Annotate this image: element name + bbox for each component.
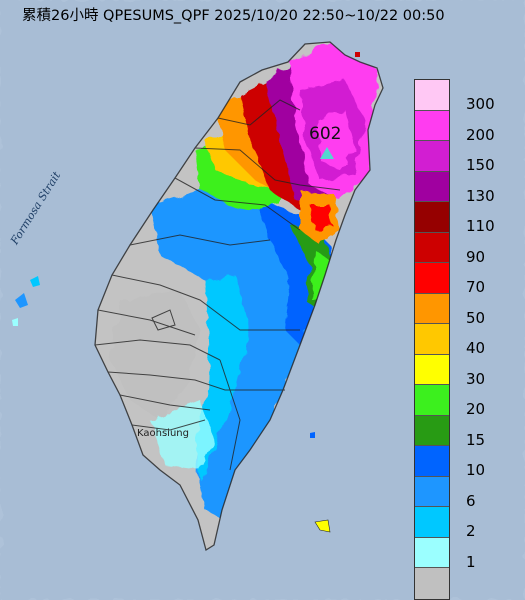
- legend-swatch: [415, 202, 449, 233]
- peak-value: 602: [309, 124, 342, 144]
- legend-swatch: [415, 507, 449, 538]
- legend-label: 2: [466, 522, 476, 540]
- legend-label: 1: [466, 552, 476, 571]
- legend-label: 15: [466, 430, 486, 449]
- legend-label: 30: [466, 369, 486, 388]
- legend-swatch: [415, 568, 449, 599]
- legend-label: 300: [466, 95, 495, 113]
- legend-label: 10: [466, 461, 486, 479]
- county-boundaries: [94, 41, 384, 552]
- legend-label: 110: [466, 217, 495, 235]
- legend-label: 200: [466, 125, 495, 144]
- legend-label: 50: [466, 308, 486, 327]
- legend-label: 6: [466, 491, 476, 510]
- legend-swatch: [415, 141, 449, 172]
- legend-swatch: [415, 324, 449, 355]
- peak-marker-icon: [320, 147, 334, 159]
- legend-label: 70: [466, 278, 486, 296]
- color-legend: [414, 79, 450, 600]
- legend-label: 130: [466, 186, 495, 205]
- legend-swatch: [415, 110, 449, 141]
- legend-swatch: [415, 171, 449, 202]
- legend-swatch: [415, 293, 449, 324]
- legend-swatch: [415, 263, 449, 294]
- map-title: 累積26小時 QPESUMS_QPF 2025/10/20 22:50~10/2…: [22, 8, 445, 24]
- legend-label: 20: [466, 400, 486, 418]
- legend-swatch: [415, 80, 449, 111]
- legend-label: 40: [466, 339, 486, 357]
- legend-swatch: [415, 385, 449, 416]
- offshore-islands: [12, 52, 360, 533]
- city-label: Kaohsiung: [137, 428, 189, 439]
- legend-label: 150: [466, 156, 495, 174]
- legend-swatch: [415, 476, 449, 507]
- legend-swatch: [415, 537, 449, 568]
- legend-swatch: [415, 232, 449, 263]
- legend-label: 90: [466, 247, 486, 266]
- legend-swatch: [415, 446, 449, 477]
- legend-swatch: [415, 354, 449, 385]
- legend-swatch: [415, 415, 449, 446]
